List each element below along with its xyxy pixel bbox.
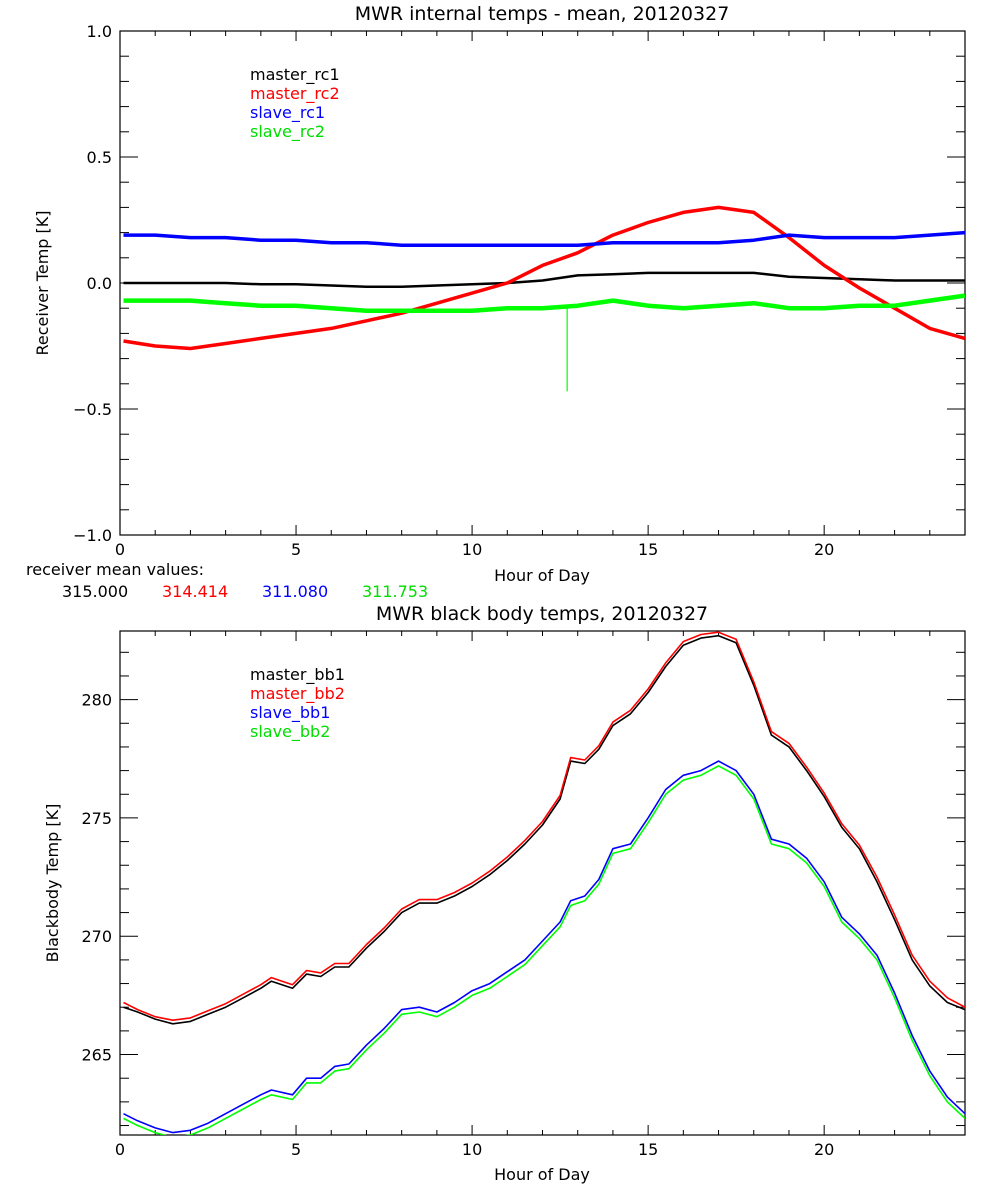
series-line-slave-bb1 — [123, 760, 965, 1134]
x-axis-label-internal: Hour of Day — [494, 566, 590, 585]
series-line-slave-rc2 — [123, 293, 965, 313]
y-axis-label-blackbody: Blackbody Temp [K] — [43, 804, 62, 963]
legend-entry-master-rc1: master_rc1 — [250, 65, 340, 85]
legend-entry-master-bb2: master_bb2 — [250, 684, 345, 704]
legend-entry-master-bb1: master_bb1 — [250, 665, 345, 685]
legend-entry-slave-rc1: slave_rc1 — [250, 103, 325, 123]
series-line-slave-rc1 — [123, 230, 965, 247]
x-tick-label: 10 — [462, 1140, 482, 1159]
y-tick-label: 0.5 — [87, 148, 112, 167]
y-tick-label: 275 — [81, 809, 112, 828]
x-tick-label: 5 — [291, 540, 301, 559]
legend-entry-master-rc2: master_rc2 — [250, 84, 340, 104]
x-tick-label: 15 — [638, 1140, 658, 1159]
x-axis-label-blackbody: Hour of Day — [494, 1165, 590, 1184]
plot-frame — [119, 630, 966, 1136]
y-tick-label: 0.0 — [87, 274, 112, 293]
receiver-mean-label: receiver mean values: — [26, 560, 204, 579]
x-tick-label: 0 — [115, 1140, 125, 1159]
receiver-mean-master-rc2: 314.414 — [162, 582, 228, 601]
chart-title-internal: MWR internal temps - mean, 20120327 — [355, 3, 730, 25]
y-tick-label: 1.0 — [87, 22, 112, 41]
series-line-master-rc1 — [123, 271, 965, 289]
chart-internal-temps: 0 5 10 15 20 −1.0 −0.5 0.0 0.5 1.0 master_rc1maste… — [73, 22, 966, 559]
x-tick-label: 0 — [115, 540, 125, 559]
x-tick-label: 10 — [462, 540, 482, 559]
legend-entry-slave-bb1: slave_bb1 — [250, 703, 330, 723]
x-tick-label: 15 — [638, 540, 658, 559]
x-tick-label: 20 — [814, 540, 834, 559]
y-tick-label: −1.0 — [73, 526, 112, 545]
y-tick-label: 270 — [81, 927, 112, 946]
receiver-mean-master-rc1: 315.000 — [62, 582, 128, 601]
chart-blackbody-temps: 0 5 10 15 20 265 270 275 280 master_bb1master_bb2… — [81, 630, 966, 1159]
y-tick-label: 280 — [81, 691, 112, 710]
x-tick-label: 5 — [291, 1140, 301, 1159]
chart-title-blackbody: MWR black body temps, 20120327 — [376, 603, 708, 625]
y-tick-label: 265 — [81, 1046, 112, 1065]
series-line-master-bb2 — [123, 631, 965, 1022]
receiver-mean-slave-rc1: 311.080 — [262, 582, 328, 601]
y-tick-label: −0.5 — [73, 400, 112, 419]
legend-entry-slave-rc2: slave_rc2 — [250, 122, 325, 142]
y-axis-label-internal: Receiver Temp [K] — [33, 210, 52, 355]
x-tick-label: 20 — [814, 1140, 834, 1159]
legend-entry-slave-bb2: slave_bb2 — [250, 722, 330, 742]
receiver-mean-slave-rc2: 311.753 — [362, 582, 428, 601]
series-line-slave-bb2 — [123, 765, 965, 1135]
series-line-master-rc2 — [123, 205, 965, 351]
series-line-master-bb1 — [123, 634, 965, 1025]
